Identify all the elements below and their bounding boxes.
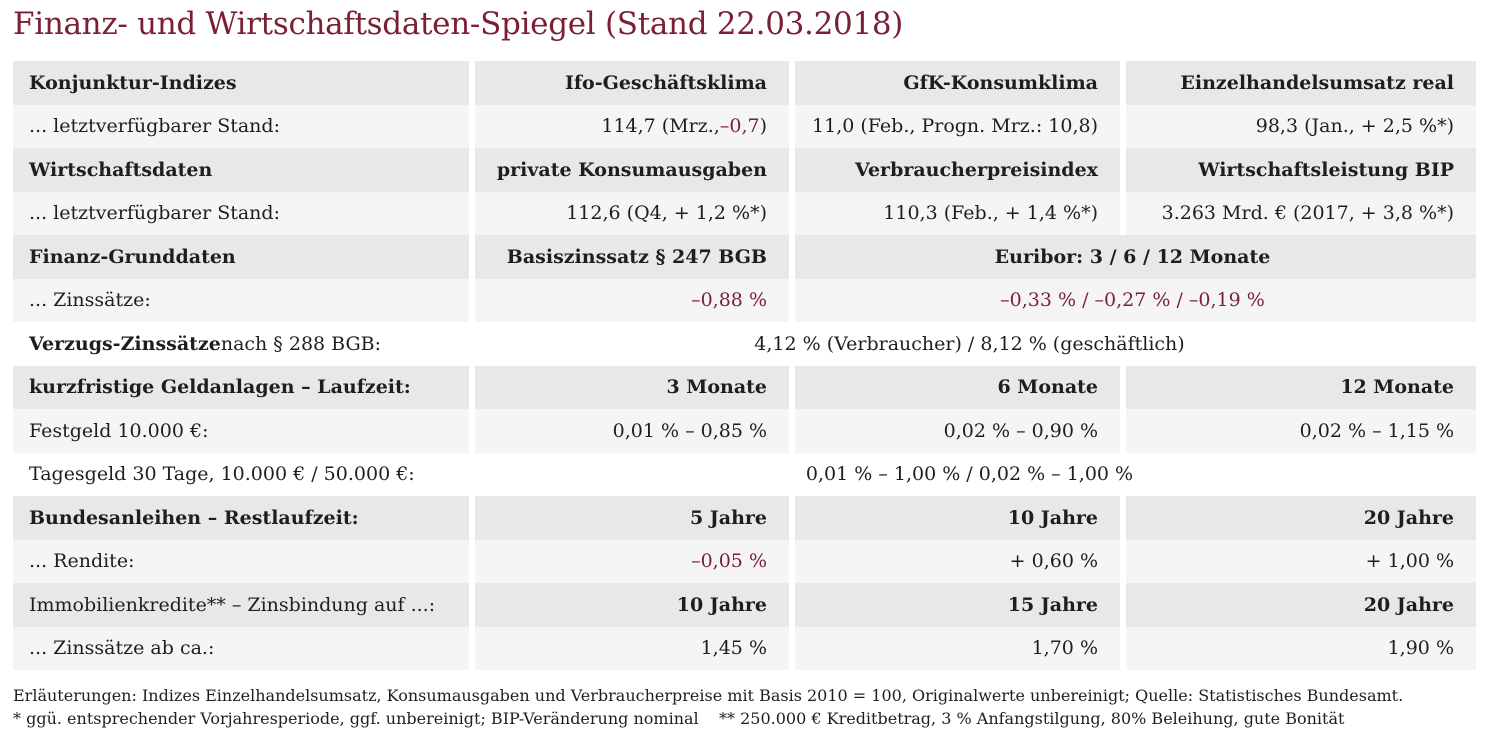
konsumausgaben-header: private Konsumausgaben (469, 148, 789, 192)
ifo-header: Ifo-Geschäftsklima (469, 61, 789, 105)
bip-header: Wirtschaftsleistung BIP (1120, 148, 1476, 192)
tagesgeld-value: 0,01 % – 1,00 % / 0,02 % – 1,00 % (469, 452, 1476, 496)
wirtschaft-stand-label: ... letztverfügbarer Stand: (13, 191, 469, 235)
konjunktur-stand-label: ... letztverfügbarer Stand: (13, 104, 469, 148)
footnotes: Erläuterungen: Indizes Einzelhandelsumsa… (13, 684, 1403, 730)
basiszins-header: Basiszinssatz § 247 BGB (469, 235, 789, 279)
immo-10y-header: 10 Jahre (469, 583, 789, 627)
anleihen-5y-header: 5 Jahre (469, 496, 789, 540)
konsumausgaben-value: 112,6 (Q4, + 1,2 %*) (469, 191, 789, 235)
rendite-20y: + 1,00 % (1120, 539, 1476, 583)
festgeld-3m: 0,01 % – 0,85 % (469, 409, 789, 453)
geldanlagen-6m-header: 6 Monate (789, 365, 1120, 409)
euribor-header: Euribor: 3 / 6 / 12 Monate (789, 235, 1476, 279)
bip-value: 3.263 Mrd. € (2017, + 3,8 %*) (1120, 191, 1476, 235)
konjunktur-header-label: Konjunktur-Indizes (13, 61, 469, 105)
finance-data-table: Konjunktur-Indizes Ifo-Geschäftsklima Gf… (13, 61, 1476, 670)
page-title: Finanz- und Wirtschaftsdaten-Spiegel (St… (13, 6, 904, 42)
rendite-label: ... Rendite: (13, 539, 469, 583)
euribor-value: –0,33 % / –0,27 % / –0,19 % (789, 278, 1476, 322)
vpi-value: 110,3 (Feb., + 1,4 %*) (789, 191, 1120, 235)
ifo-close: ) (759, 115, 767, 138)
verzug-label: Verzugs-Zinssätze nach § 288 BGB: (13, 322, 469, 366)
ifo-change: –0,7 (719, 115, 760, 138)
verzug-label-rest: nach § 288 BGB: (220, 332, 382, 355)
anleihen-10y-header: 10 Jahre (789, 496, 1120, 540)
immo-15y-value: 1,70 % (789, 626, 1120, 670)
verzug-label-bold: Verzugs-Zinssätze (29, 332, 221, 355)
bundesanleihen-header-label: Bundesanleihen – Restlaufzeit: (13, 496, 469, 540)
wirtschaft-header-label: Wirtschaftsdaten (13, 148, 469, 192)
tagesgeld-label: Tagesgeld 30 Tage, 10.000 € / 50.000 €: (13, 452, 469, 496)
rendite-10y: + 0,60 % (789, 539, 1120, 583)
geldanlagen-12m-header: 12 Monate (1120, 365, 1476, 409)
zinssaetze-label: ... Zinssätze: (13, 278, 469, 322)
immo-10y-value: 1,45 % (469, 626, 789, 670)
ifo-value: 114,7 (Mrz., –0,7) (469, 104, 789, 148)
ifo-value-text: 114,7 (Mrz., (601, 115, 720, 138)
immo-zinssaetze-label: ... Zinssätze ab ca.: (13, 626, 469, 670)
rendite-5y: –0,05 % (469, 539, 789, 583)
immo-20y-header: 20 Jahre (1120, 583, 1476, 627)
gfk-header: GfK-Konsumklima (789, 61, 1120, 105)
footnote-line-2: * ggü. entsprechender Vorjahresperiode, … (13, 709, 1345, 728)
verzug-value: 4,12 % (Verbraucher) / 8,12 % (geschäftl… (469, 322, 1476, 366)
finanz-header-label: Finanz-Grunddaten (13, 235, 469, 279)
festgeld-12m: 0,02 % – 1,15 % (1120, 409, 1476, 453)
vpi-header: Verbraucherpreisindex (789, 148, 1120, 192)
basiszins-value: –0,88 % (469, 278, 789, 322)
einzelhandel-header: Einzelhandelsumsatz real (1120, 61, 1476, 105)
geldanlagen-3m-header: 3 Monate (469, 365, 789, 409)
footnote-line-1: Erläuterungen: Indizes Einzelhandelsumsa… (13, 686, 1404, 705)
einzelhandel-value: 98,3 (Jan., + 2,5 %*) (1120, 104, 1476, 148)
immo-20y-value: 1,90 % (1120, 626, 1476, 670)
gfk-value: 11,0 (Feb., Progn. Mrz.: 10,8) (789, 104, 1120, 148)
festgeld-6m: 0,02 % – 0,90 % (789, 409, 1120, 453)
immobilien-header-label: Immobilienkredite** – Zinsbindung auf ..… (13, 583, 469, 627)
festgeld-label: Festgeld 10.000 €: (13, 409, 469, 453)
anleihen-20y-header: 20 Jahre (1120, 496, 1476, 540)
geldanlagen-header-label: kurzfristige Geldanlagen – Laufzeit: (13, 365, 469, 409)
immo-15y-header: 15 Jahre (789, 583, 1120, 627)
